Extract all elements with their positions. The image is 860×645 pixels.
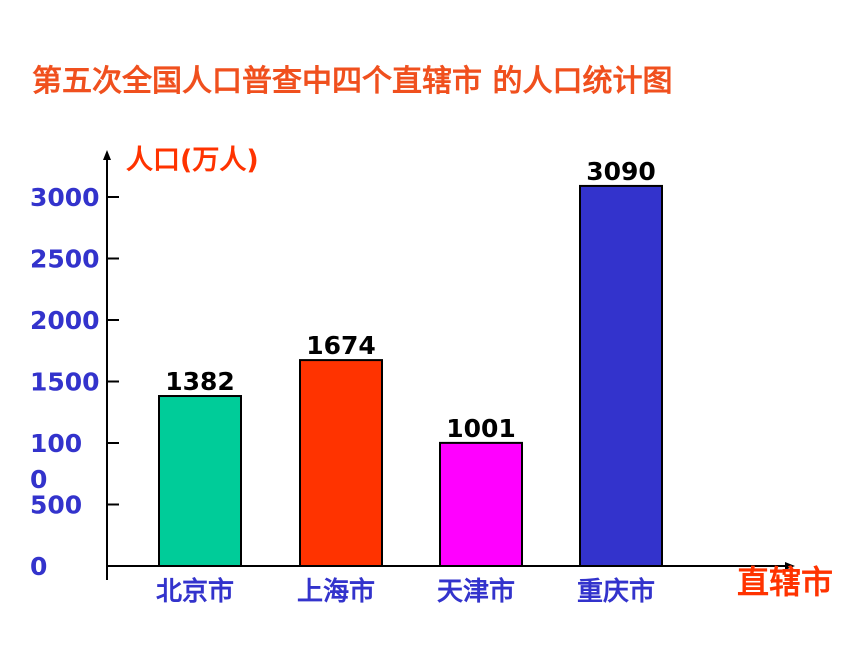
- bar-天津市: [439, 441, 523, 568]
- category-label: 天津市: [437, 576, 515, 607]
- data-label: 1674: [306, 331, 376, 360]
- category-label: 上海市: [297, 576, 375, 607]
- y-tick-label: 1500: [30, 368, 100, 397]
- data-label: 1382: [165, 367, 235, 396]
- bar-上海市: [299, 359, 383, 567]
- y-tick-label: 0: [30, 552, 47, 581]
- chart-title: 第五次全国人口普查中四个直辖市 的人口统计图: [32, 64, 673, 99]
- bar-重庆市: [579, 184, 663, 567]
- y-axis-title: 人口(万人): [126, 145, 259, 176]
- y-tick-label: 2000: [30, 306, 100, 335]
- bar-北京市: [158, 395, 242, 567]
- data-label: 3090: [586, 157, 656, 186]
- y-tick-label: 2500: [30, 245, 100, 274]
- y-tick-label: 100 0: [30, 429, 82, 494]
- category-label: 北京市: [156, 576, 234, 607]
- y-tick-label: 500: [30, 491, 82, 520]
- x-axis-title: 直辖市: [737, 563, 833, 601]
- y-axis-arrow: [103, 150, 111, 160]
- category-label: 重庆市: [577, 576, 655, 607]
- y-tick-label: 3000: [30, 183, 100, 212]
- x-axis-arrow: [785, 562, 795, 570]
- data-label: 1001: [446, 414, 516, 443]
